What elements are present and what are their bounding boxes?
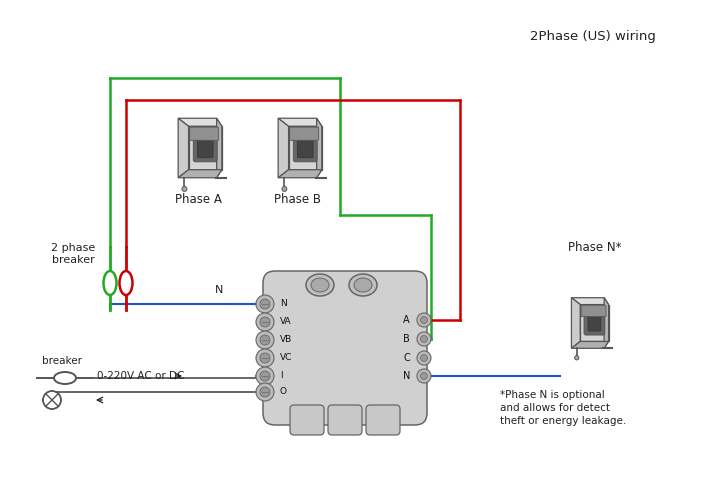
Text: VC: VC <box>280 354 292 362</box>
Circle shape <box>575 356 579 360</box>
Polygon shape <box>278 118 289 178</box>
Ellipse shape <box>349 274 377 296</box>
Ellipse shape <box>311 278 329 292</box>
Text: I: I <box>280 372 283 380</box>
Circle shape <box>256 349 274 367</box>
Polygon shape <box>580 304 608 342</box>
Circle shape <box>260 353 270 363</box>
Polygon shape <box>289 126 322 170</box>
Circle shape <box>417 313 431 327</box>
Polygon shape <box>572 342 608 348</box>
Text: 2 phase
breaker: 2 phase breaker <box>50 243 95 264</box>
Ellipse shape <box>104 271 117 295</box>
Circle shape <box>420 372 428 380</box>
Text: Phase B: Phase B <box>274 193 322 206</box>
Polygon shape <box>178 170 222 178</box>
Circle shape <box>420 354 428 362</box>
FancyBboxPatch shape <box>366 405 400 435</box>
Text: 0-220V AC or DC: 0-220V AC or DC <box>97 371 184 381</box>
Text: N: N <box>215 285 223 295</box>
FancyBboxPatch shape <box>189 127 219 140</box>
Text: VB: VB <box>280 336 292 344</box>
Ellipse shape <box>54 372 76 384</box>
Ellipse shape <box>354 278 372 292</box>
Circle shape <box>256 383 274 401</box>
Circle shape <box>43 391 61 409</box>
Circle shape <box>417 369 431 383</box>
Text: *Phase N is optional
and allows for detect
theft or energy leakage.: *Phase N is optional and allows for dete… <box>500 390 626 426</box>
Circle shape <box>260 317 270 327</box>
Text: C: C <box>403 353 410 363</box>
FancyBboxPatch shape <box>289 127 319 140</box>
Text: N: N <box>402 371 410 381</box>
Circle shape <box>256 331 274 349</box>
Circle shape <box>420 316 428 324</box>
FancyBboxPatch shape <box>584 311 605 335</box>
Circle shape <box>260 335 270 345</box>
FancyBboxPatch shape <box>263 271 427 425</box>
Circle shape <box>256 313 274 331</box>
Polygon shape <box>317 118 322 178</box>
Polygon shape <box>572 298 608 304</box>
Circle shape <box>256 295 274 313</box>
Circle shape <box>420 336 428 342</box>
FancyBboxPatch shape <box>588 315 600 331</box>
Polygon shape <box>278 118 322 126</box>
Text: O: O <box>280 388 287 396</box>
Text: N: N <box>280 300 287 308</box>
FancyBboxPatch shape <box>297 138 313 158</box>
FancyBboxPatch shape <box>581 305 606 316</box>
Text: A: A <box>403 315 410 325</box>
Circle shape <box>417 351 431 365</box>
Ellipse shape <box>120 271 132 295</box>
FancyBboxPatch shape <box>290 405 324 435</box>
FancyBboxPatch shape <box>193 134 217 162</box>
Text: Phase A: Phase A <box>174 193 222 206</box>
Polygon shape <box>278 170 322 178</box>
Polygon shape <box>572 298 580 348</box>
Polygon shape <box>189 126 222 170</box>
FancyBboxPatch shape <box>197 138 213 158</box>
Text: B: B <box>403 334 410 344</box>
FancyBboxPatch shape <box>293 134 317 162</box>
Text: breaker: breaker <box>42 356 82 366</box>
Text: Phase N*: Phase N* <box>568 241 622 254</box>
Text: VA: VA <box>280 318 292 326</box>
Circle shape <box>260 387 270 397</box>
Polygon shape <box>604 298 608 348</box>
Circle shape <box>417 332 431 346</box>
Circle shape <box>260 371 270 381</box>
Circle shape <box>260 299 270 309</box>
FancyBboxPatch shape <box>328 405 362 435</box>
Ellipse shape <box>306 274 334 296</box>
Circle shape <box>256 367 274 385</box>
Polygon shape <box>217 118 222 178</box>
Polygon shape <box>178 118 189 178</box>
Circle shape <box>282 186 287 192</box>
Circle shape <box>182 186 187 192</box>
Text: 2Phase (US) wiring: 2Phase (US) wiring <box>530 30 656 43</box>
Polygon shape <box>178 118 222 126</box>
